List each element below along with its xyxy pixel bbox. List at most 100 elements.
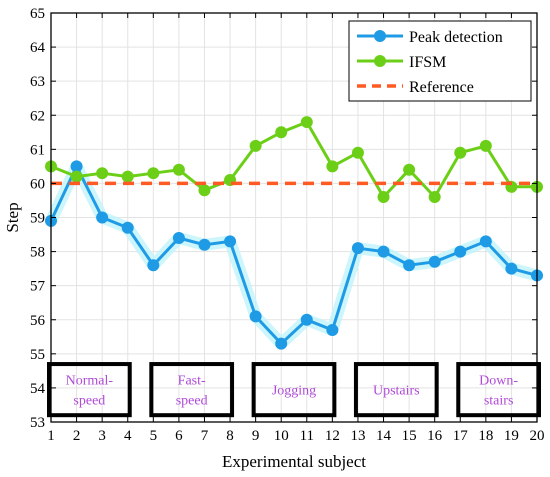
legend: Peak detection IFSM Reference [348, 20, 532, 102]
x-tick-label: 16 [427, 428, 443, 444]
group-box-5: Down-stairs [456, 362, 541, 418]
data-point [377, 191, 390, 204]
data-point [326, 323, 339, 336]
data-point [403, 259, 416, 272]
x-tick-label: 19 [504, 428, 519, 444]
y-tick-label: 63 [30, 74, 45, 90]
y-tick-label: 58 [30, 245, 45, 261]
x-tick-label: 7 [201, 428, 209, 444]
y-tick-label: 53 [30, 415, 45, 431]
y-tick-label: 55 [30, 347, 45, 363]
data-point [428, 255, 441, 268]
data-point [403, 163, 416, 176]
group-box-2: Fast-speed [149, 362, 235, 418]
x-tick-label: 1 [47, 428, 55, 444]
group-box-frame [353, 362, 439, 418]
y-tick-label: 54 [30, 381, 46, 397]
group-label: Fast- [178, 374, 206, 389]
data-point [275, 126, 288, 139]
data-point [505, 262, 518, 275]
x-tick-label: 14 [376, 428, 392, 444]
data-point [479, 235, 492, 248]
data-point [147, 167, 160, 180]
y-tick-label: 60 [30, 176, 45, 192]
y-axis-title: Step [3, 202, 22, 232]
series-peak-detection [45, 160, 543, 350]
group-label: stairs [484, 394, 514, 409]
legend-marker [374, 30, 386, 42]
legend-marker [374, 55, 386, 67]
y-axis-ticks: 53 54 55 56 57 58 59 60 61 62 63 64 65 [30, 6, 537, 431]
data-point [454, 245, 467, 258]
x-tick-label: 5 [150, 428, 158, 444]
data-point [70, 170, 83, 183]
x-tick-label: 17 [453, 428, 469, 444]
x-tick-label: 8 [226, 428, 234, 444]
group-box-frame [149, 362, 235, 418]
data-point [300, 116, 313, 129]
x-tick-label: 20 [530, 428, 545, 444]
legend-entry: Reference [357, 79, 474, 96]
x-tick-label: 3 [98, 428, 106, 444]
x-tick-label: 13 [350, 428, 365, 444]
data-point [96, 167, 109, 180]
x-axis-title: Experimental subject [222, 452, 366, 471]
x-axis-ticks: 1 2 3 4 5 6 7 8 9 10 11 12 13 14 15 16 17 18 19 20 [47, 13, 545, 444]
group-box-frame [456, 362, 541, 418]
x-tick-label: 4 [124, 428, 132, 444]
group-label: Upstairs [373, 384, 420, 399]
group-box-4: Upstairs [353, 362, 439, 418]
group-box-3: Jogging [251, 362, 337, 418]
legend-label: IFSM [409, 54, 446, 71]
x-tick-label: 9 [252, 428, 260, 444]
y-tick-label: 65 [30, 6, 45, 22]
series-ifsm [45, 116, 543, 204]
legend-entry: Peak detection [357, 29, 503, 46]
legend-label: Peak detection [409, 29, 503, 46]
group-label: speed [176, 394, 208, 409]
legend-label: Reference [409, 79, 474, 96]
data-point [198, 184, 211, 197]
group-label: Jogging [272, 384, 316, 399]
x-tick-label: 12 [325, 428, 340, 444]
group-box-frame [251, 362, 337, 418]
x-tick-label: 11 [300, 428, 314, 444]
y-tick-label: 57 [30, 279, 46, 295]
data-point [121, 170, 134, 183]
group-label: Down- [479, 374, 518, 389]
data-point [198, 238, 211, 251]
data-point [96, 211, 109, 224]
y-tick-label: 59 [30, 211, 45, 227]
x-tick-label: 15 [402, 428, 417, 444]
data-point [249, 139, 262, 152]
data-point [147, 259, 160, 272]
y-tick-label: 56 [30, 313, 46, 329]
data-point [275, 337, 288, 350]
data-point [351, 242, 364, 255]
data-point [172, 231, 185, 244]
y-tick-label: 61 [30, 142, 45, 158]
x-tick-label: 10 [274, 428, 289, 444]
data-point [300, 313, 313, 326]
data-point [121, 221, 134, 234]
y-tick-label: 64 [30, 40, 46, 56]
x-tick-label: 18 [478, 428, 493, 444]
data-point [428, 191, 441, 204]
data-point [454, 146, 467, 159]
data-point [479, 139, 492, 152]
data-point [377, 245, 390, 258]
y-tick-label: 62 [30, 108, 45, 124]
legend-entry: IFSM [357, 54, 446, 71]
group-label: speed [73, 394, 105, 409]
data-point [249, 310, 262, 323]
data-point [70, 160, 83, 173]
data-point [172, 163, 185, 176]
data-point [326, 160, 339, 173]
group-label: Normal- [66, 374, 114, 389]
series-line [50, 120, 537, 199]
x-tick-label: 2 [73, 428, 81, 444]
series-layer [45, 116, 543, 350]
data-point [351, 146, 364, 159]
